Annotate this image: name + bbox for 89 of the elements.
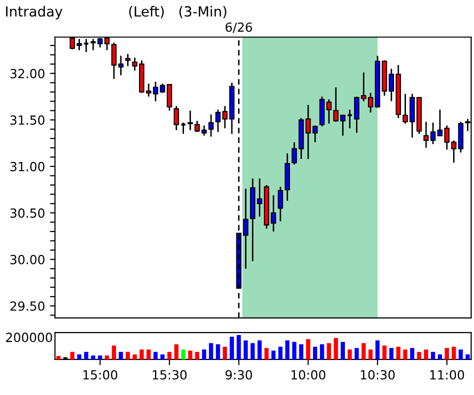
x-tick-label: 9:30 — [226, 370, 252, 380]
bar — [202, 349, 206, 360]
bar — [438, 354, 442, 360]
bar — [458, 349, 463, 360]
candlestick — [125, 53, 130, 67]
bar — [306, 339, 310, 360]
bar — [424, 349, 428, 360]
bar — [188, 350, 192, 360]
bar — [258, 340, 262, 360]
bar — [389, 348, 394, 360]
bar — [466, 354, 470, 360]
bar — [417, 352, 422, 360]
bar — [264, 348, 269, 360]
bar — [181, 349, 186, 360]
bar — [250, 343, 255, 360]
bar — [278, 346, 282, 360]
candlestick — [208, 114, 214, 138]
bar — [174, 344, 178, 360]
bar — [153, 352, 158, 360]
y-tick-label: 32.00 — [10, 68, 44, 78]
chart-title: Intraday — [6, 6, 62, 20]
bar — [340, 342, 345, 360]
ref-line-label: 6/26 — [226, 22, 252, 33]
x-tick-label: 10:30 — [360, 370, 395, 380]
bar — [222, 346, 227, 360]
bar — [146, 349, 151, 360]
x-tick-label: 11:00 — [430, 370, 464, 380]
bar — [375, 340, 380, 360]
bar — [195, 352, 200, 360]
bar — [382, 346, 387, 360]
bar — [91, 356, 96, 360]
x-tick-label: 15:00 — [83, 370, 118, 380]
bar — [70, 352, 74, 360]
candlestick — [174, 105, 180, 131]
candlestick — [180, 122, 186, 135]
bar — [348, 349, 352, 360]
bar — [236, 335, 241, 360]
y-tick-label: 29.50 — [10, 301, 44, 311]
bar — [160, 354, 165, 360]
bar — [354, 348, 359, 360]
candlestick — [430, 122, 436, 145]
bar — [230, 336, 234, 360]
bar — [104, 356, 110, 360]
bar — [208, 343, 214, 360]
bar — [403, 349, 408, 360]
candlestick — [423, 121, 429, 148]
bar — [292, 342, 296, 360]
candlestick — [278, 186, 284, 222]
bar — [285, 340, 290, 360]
bar — [326, 343, 332, 360]
bar — [140, 349, 144, 360]
bar — [362, 343, 366, 360]
bar — [112, 346, 116, 360]
bar — [167, 352, 172, 360]
bar — [320, 344, 324, 360]
bar — [126, 352, 130, 360]
y-tick-label: 30.00 — [10, 254, 44, 264]
bar — [430, 352, 436, 360]
bar — [396, 346, 400, 360]
bar — [299, 344, 304, 360]
candlestick — [188, 110, 193, 131]
bar — [132, 354, 137, 360]
bar — [77, 354, 82, 360]
text: 200000 — [6, 332, 52, 342]
bar — [271, 350, 276, 360]
y-tick-label: 31.00 — [10, 162, 44, 172]
bar — [452, 346, 456, 360]
bar — [56, 356, 61, 360]
candlestick — [346, 108, 353, 129]
candlestick — [326, 98, 332, 124]
candlestick — [160, 82, 166, 94]
bar — [244, 340, 248, 360]
bar — [84, 352, 88, 360]
bar — [410, 348, 414, 360]
bar — [313, 346, 318, 360]
bar — [444, 348, 449, 360]
y-tick-label: 31.50 — [10, 115, 44, 125]
bar — [98, 356, 102, 360]
candlestick — [215, 108, 221, 133]
chart-subtitle: (Left) (3-Min) — [129, 6, 226, 18]
bar — [216, 344, 220, 360]
bar — [368, 349, 373, 360]
bar — [334, 338, 338, 360]
x-tick-label: 10:00 — [292, 370, 326, 380]
x-tick-label: 15:30 — [152, 370, 187, 380]
candlestick — [270, 194, 276, 232]
candlestick — [166, 84, 172, 112]
y-tick-label: 30.50 — [10, 208, 44, 218]
bar — [118, 352, 123, 360]
